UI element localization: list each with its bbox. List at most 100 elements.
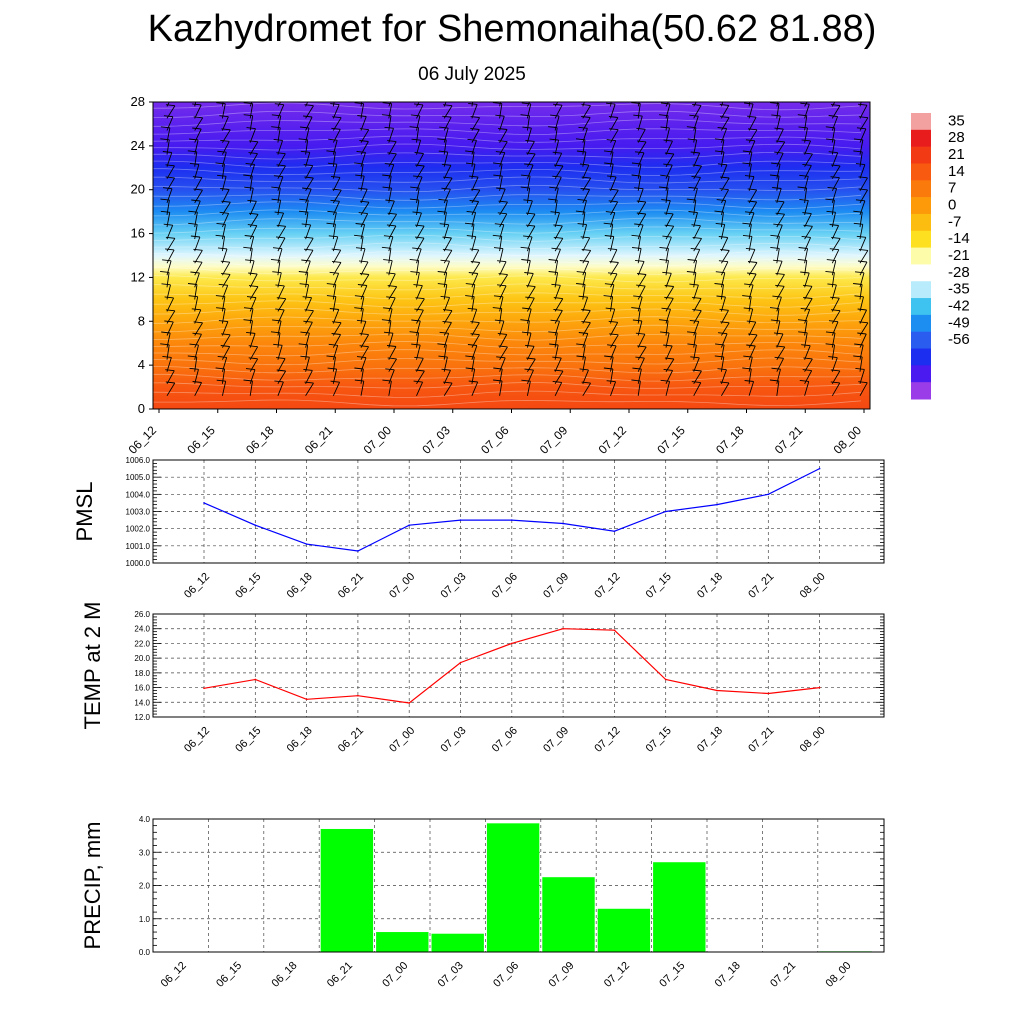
data-point	[203, 502, 205, 504]
wind-barb	[526, 102, 531, 107]
ytick-label: 2.0	[139, 882, 151, 891]
xtick-label: 06_15	[233, 571, 263, 601]
xtick-label: 07_21	[746, 571, 776, 601]
wind-barb	[802, 369, 813, 385]
wind-barb	[859, 102, 862, 107]
wind-barb	[831, 102, 836, 107]
wind-barb	[664, 296, 674, 312]
wind-barb	[216, 307, 226, 324]
contour-line	[153, 382, 862, 389]
wind-barb	[854, 271, 865, 288]
wind-barb	[275, 284, 285, 300]
colorbar-label: -42	[948, 297, 970, 314]
contour-line	[153, 119, 862, 127]
wind-barb	[660, 331, 670, 348]
wind-barb	[216, 379, 227, 396]
wind-barb	[219, 115, 229, 131]
wind-barb	[747, 188, 758, 204]
contour-line	[153, 160, 862, 168]
wind-barb	[192, 103, 202, 119]
xtick-label: 07_12	[592, 571, 622, 601]
wind-barb	[165, 248, 175, 264]
contour-line	[153, 300, 862, 308]
wind-barb	[662, 235, 672, 252]
wind-barb	[857, 308, 868, 324]
wind-barb	[636, 127, 646, 143]
wind-barb	[604, 235, 615, 252]
wind-barb	[189, 162, 200, 179]
wind-barb	[661, 307, 671, 324]
wind-barb	[413, 284, 423, 300]
wind-barb	[523, 235, 533, 252]
wind-barb	[554, 102, 559, 107]
wind-barb	[498, 140, 508, 155]
precip-bar	[653, 862, 706, 952]
wind-barb	[303, 320, 313, 336]
ytick-label: 22.0	[134, 639, 150, 648]
wind-barb	[194, 102, 197, 107]
wind-barb	[359, 345, 369, 360]
wind-barb	[775, 284, 785, 300]
wind-barb	[552, 380, 563, 396]
wind-barb	[220, 260, 231, 276]
wind-barb	[801, 139, 812, 155]
wind-barb	[548, 271, 559, 288]
wind-barb	[247, 224, 258, 240]
wind-barb	[829, 224, 840, 240]
wind-barb	[469, 175, 479, 191]
wind-barb	[579, 368, 589, 384]
wind-barb	[747, 200, 758, 216]
xtick-label: 07_06	[490, 725, 520, 755]
wind-barb	[553, 224, 563, 240]
wind-barb	[299, 283, 310, 300]
wind-barb	[439, 331, 450, 348]
xtick-label: 06_21	[325, 960, 355, 990]
colorbar-label: -14	[948, 230, 970, 247]
wind-barb	[410, 271, 420, 288]
data-point	[664, 510, 667, 513]
wind-barb	[410, 114, 421, 131]
wind-barb	[691, 175, 701, 192]
wind-barb	[413, 103, 424, 119]
wind-barb	[303, 164, 314, 179]
wind-barb	[664, 224, 675, 240]
wind-barb	[774, 356, 785, 372]
wind-barb	[386, 296, 396, 312]
colorbar-label: 7	[948, 180, 956, 197]
wind-barb	[329, 271, 340, 288]
wind-barb	[550, 211, 560, 228]
wind-barb	[163, 223, 174, 240]
wind-barb	[663, 139, 673, 155]
heatmap-xtick-label: 07_21	[772, 423, 806, 457]
data-point	[562, 522, 564, 525]
wind-barb	[605, 307, 616, 324]
wind-barb	[608, 116, 619, 131]
wind-barb	[273, 343, 283, 360]
pmsl-line-chart: 1000.0 1001.0 1002.0 1003.0 1004.0 1005.0 1006…	[72, 456, 885, 601]
wind-barb	[825, 138, 836, 155]
grid	[153, 459, 884, 564]
wind-barb	[383, 259, 393, 276]
wind-barb	[493, 295, 504, 312]
wind-barbs	[160, 102, 869, 397]
wind-barb	[442, 320, 452, 336]
ytick-label: 1006.0	[126, 456, 151, 465]
data-point	[408, 524, 411, 527]
wind-barb	[442, 236, 452, 252]
colorbar-label: 14	[948, 163, 965, 180]
wind-barb	[717, 127, 728, 143]
wind-barb	[470, 128, 480, 143]
xtick-label: 06_18	[285, 571, 315, 601]
wind-barb	[633, 114, 643, 131]
contour-line	[153, 102, 862, 111]
wind-barb	[162, 187, 173, 204]
heatmap-xtick-label: 07_12	[596, 423, 630, 457]
precip-bar-chart: 0.0 1.0 2.0 3.0 4.0 06_12 06_15 06_18 06_21 07_00…	[80, 815, 885, 990]
heatmap-xtick-label: 08_00	[831, 423, 865, 457]
xtick-label: 07_03	[436, 960, 466, 990]
contour-line	[153, 316, 862, 324]
panel-frame	[152, 818, 885, 953]
wind-barb	[304, 236, 314, 252]
wind-barb	[664, 212, 674, 228]
